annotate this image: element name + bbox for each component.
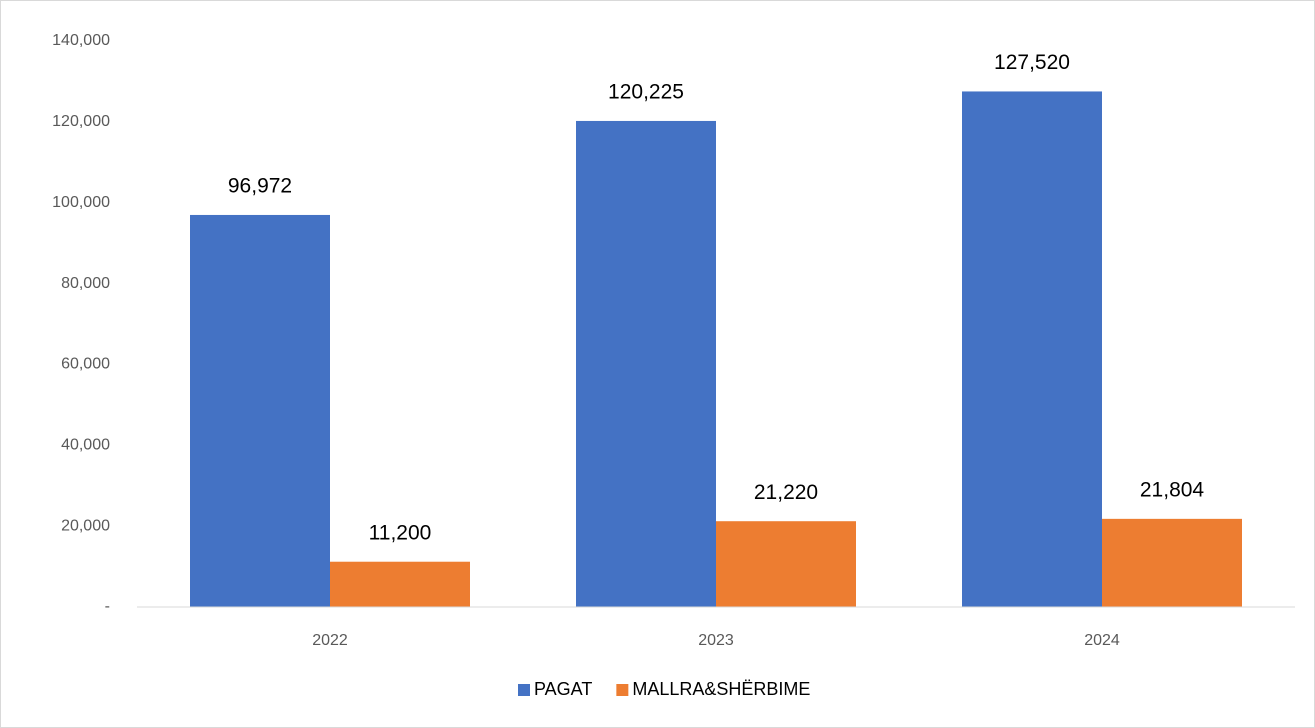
data-label: 120,225: [608, 80, 684, 103]
legend-swatch: [616, 684, 629, 696]
y-tick-label: 60,000: [61, 356, 110, 373]
x-tick-label: 2024: [1084, 632, 1120, 649]
legend-swatch: [518, 684, 530, 696]
y-tick-label: 40,000: [61, 437, 110, 454]
x-tick-label: 2022: [312, 632, 348, 649]
bar: [330, 561, 470, 607]
legend-label: MALLRA&SHËRBIME: [632, 679, 810, 699]
data-label: 96,972: [228, 175, 292, 198]
y-tick-label: 20,000: [61, 517, 110, 534]
bar: [576, 120, 716, 607]
y-tick-label: -: [105, 598, 110, 615]
data-label: 11,200: [369, 521, 432, 544]
legend-label: PAGAT: [534, 679, 592, 699]
data-label: 127,520: [994, 51, 1070, 74]
y-tick-label: 80,000: [61, 275, 110, 292]
bar: [1102, 518, 1242, 607]
x-tick-label: 2023: [698, 632, 734, 649]
data-label: 21,220: [754, 481, 818, 504]
data-label: 21,804: [1140, 478, 1205, 501]
y-tick-label: 140,000: [52, 32, 110, 49]
bar: [962, 91, 1102, 608]
bar: [716, 521, 856, 607]
y-tick-label: 120,000: [52, 113, 110, 130]
bar: [190, 214, 330, 607]
y-tick-label: 100,000: [52, 194, 110, 211]
